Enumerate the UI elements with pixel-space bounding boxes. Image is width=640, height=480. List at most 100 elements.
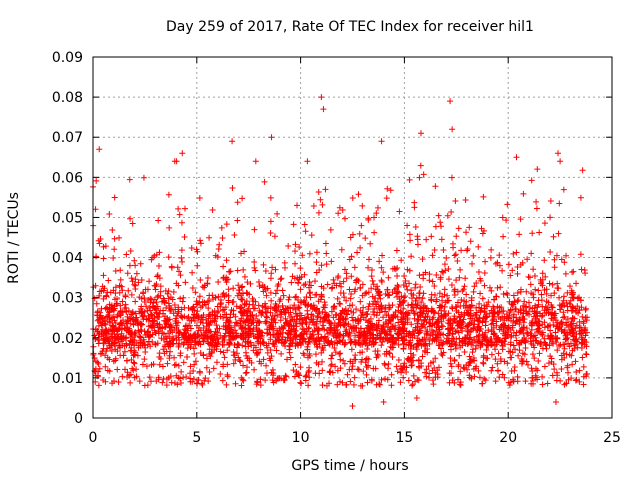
data-point [230,349,237,356]
data-point [281,339,288,346]
data-point [530,294,537,301]
data-point [357,316,364,323]
data-point [241,273,248,280]
data-point [193,246,200,253]
data-point [563,319,570,326]
data-point [491,313,498,320]
data-point [560,309,567,316]
data-point [336,316,343,323]
data-point [191,317,198,324]
data-point [232,319,239,326]
data-point [249,311,256,318]
data-point [535,297,542,304]
data-point [286,313,293,320]
data-point [214,325,221,332]
data-point [410,372,417,379]
data-point [361,336,368,343]
data-point [262,377,269,384]
y-tick-label: 0.09 [52,50,83,66]
data-point [252,344,259,351]
data-point [326,341,333,348]
data-point [436,342,443,349]
data-point [494,259,501,266]
data-point [539,331,546,338]
data-point [507,354,514,361]
data-point [456,381,463,388]
data-point [440,269,447,276]
data-point [319,367,326,374]
data-point [111,317,118,324]
data-point [391,325,398,332]
data-point [573,368,580,375]
data-point [274,287,281,294]
data-point [391,340,398,347]
data-point [200,311,207,318]
data-point [400,305,407,312]
data-point [348,253,355,260]
data-point [394,288,401,295]
data-point [243,352,250,359]
data-point [439,341,446,348]
data-point [337,365,344,372]
data-point [176,330,183,337]
data-point [431,283,438,290]
data-point [111,340,118,347]
data-point [193,311,200,318]
data-point [164,360,171,367]
data-point [234,217,241,224]
data-point [499,267,506,274]
data-point [116,282,123,289]
data-point [171,362,178,369]
data-point [304,311,311,318]
data-point [253,349,260,356]
data-point [576,294,583,301]
data-point [357,333,364,340]
data-point [312,278,319,285]
data-point [348,308,355,315]
data-point [282,372,289,379]
data-point [269,264,276,271]
x-tick-label: 20 [499,430,517,446]
data-point [499,346,506,353]
data-point [274,312,281,319]
data-point [333,282,340,289]
data-point [451,252,458,259]
data-point [194,300,201,307]
data-point [452,251,459,258]
data-point [282,343,289,350]
data-point [485,299,492,306]
data-point [342,328,349,335]
data-point [470,354,477,361]
data-point [230,285,237,292]
data-point [418,299,425,306]
data-point [555,230,562,237]
data-point [569,314,576,321]
data-point [148,311,155,318]
data-point [127,315,134,322]
data-point [414,317,421,324]
data-point [148,256,155,263]
data-point [292,294,299,301]
data-point [416,311,423,318]
data-point [374,204,381,211]
data-point [233,303,240,310]
data-point [305,369,312,376]
data-point [259,282,266,289]
data-point [206,321,213,328]
data-point [431,365,438,372]
data-point [175,362,182,369]
data-point [282,309,289,316]
data-point [206,234,213,241]
data-point [179,314,186,321]
data-point [538,313,545,320]
data-point [566,283,573,290]
data-point [570,268,577,275]
data-point [318,283,325,290]
data-point [349,231,356,238]
data-point [418,320,425,327]
data-point [233,350,240,357]
data-point [393,363,400,370]
data-point [574,338,581,345]
data-point [365,216,372,223]
data-point [457,382,464,389]
